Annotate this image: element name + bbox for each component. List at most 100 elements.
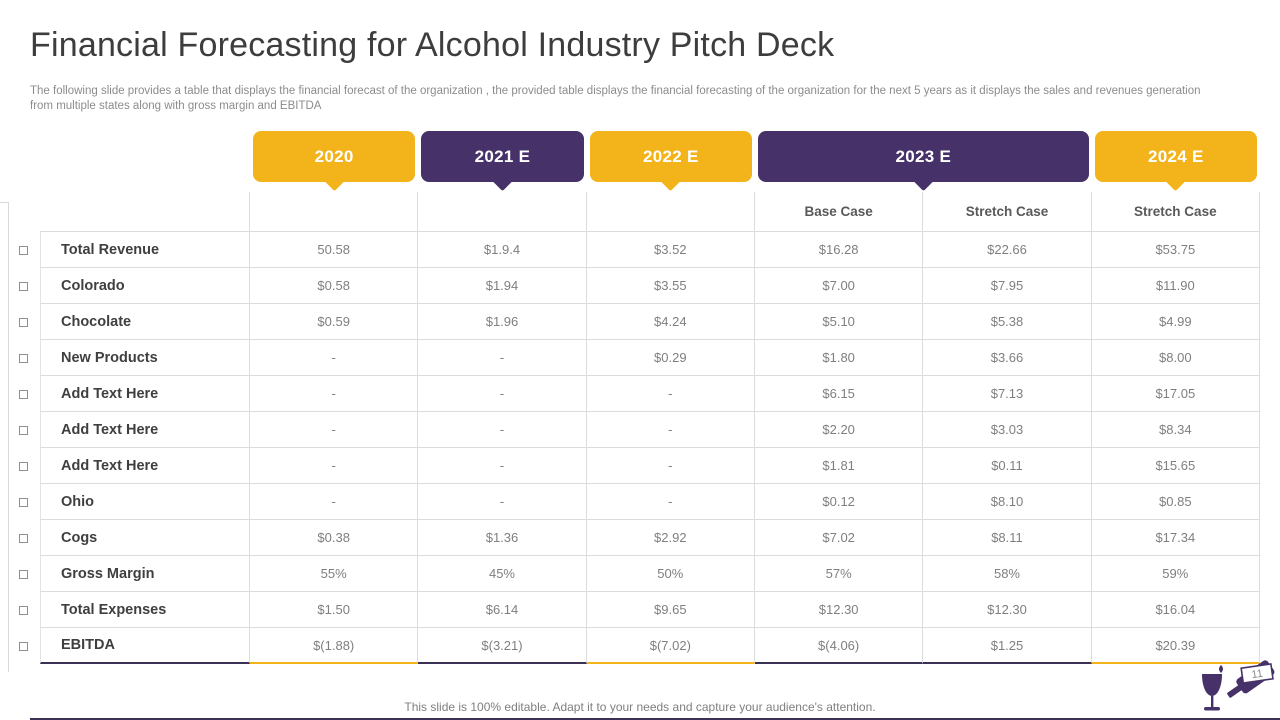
page-number: 11 [1251, 668, 1264, 681]
value-cell: $53.75 [1091, 232, 1260, 268]
row-bullet-slot [19, 592, 33, 628]
value-cell: 59% [1091, 556, 1260, 592]
value-cell: $7.13 [923, 376, 1092, 412]
value-cell: 55% [250, 556, 419, 592]
row-bullet-slot [19, 268, 33, 304]
row-label: Add Text Here [40, 448, 250, 484]
value-cell: 58% [923, 556, 1092, 592]
pour-drop [1219, 665, 1223, 673]
value-cell: $8.11 [923, 520, 1092, 556]
decor-line-vertical [8, 202, 9, 672]
value-cell: $1.25 [923, 628, 1092, 664]
year-chip-2022-e: 2022 E [589, 131, 752, 192]
value-cell: $6.15 [754, 376, 924, 412]
case-header: Stretch Case [923, 192, 1092, 232]
value-cell: $2.92 [586, 520, 755, 556]
value-cell: $8.00 [1091, 340, 1260, 376]
value-cell: - [586, 412, 755, 448]
decor-line-horizontal [0, 202, 9, 203]
value-cell: - [250, 340, 419, 376]
case-header-empty [40, 192, 250, 232]
year-chip-row: 2020 2021 E 2022 E 2023 E 2024 E [40, 131, 1260, 192]
year-chip-label: 2024 E [1147, 146, 1204, 166]
value-cell: $6.14 [418, 592, 587, 628]
value-cell: $17.34 [1091, 520, 1260, 556]
value-cell: $17.05 [1091, 376, 1260, 412]
row-bullet-square [19, 461, 28, 471]
value-cell: $(4.06) [754, 628, 924, 664]
row-label: Add Text Here [40, 376, 250, 412]
value-cell: $1.9.4 [418, 232, 587, 268]
case-header-empty [418, 192, 587, 232]
value-cell: $0.59 [250, 304, 419, 340]
value-cell: $0.11 [923, 448, 1092, 484]
value-cell: $7.02 [754, 520, 924, 556]
year-chip-2023-e: 2023 E [757, 131, 1089, 192]
row-bullet-square [19, 353, 28, 363]
row-bullet-slot [19, 484, 33, 520]
wine-pour-icon: 11 [1202, 660, 1275, 711]
value-cell: $9.65 [586, 592, 755, 628]
row-bullet-square [19, 569, 28, 579]
row-bullet-square [19, 245, 28, 255]
value-cell: $3.03 [923, 412, 1092, 448]
row-bullet-square [19, 533, 28, 543]
row-bullet-column [19, 232, 33, 664]
value-cell: $7.00 [754, 268, 924, 304]
value-cell: $0.12 [754, 484, 924, 520]
row-bullet-slot [19, 304, 33, 340]
case-header: Stretch Case [1091, 192, 1260, 232]
page-title: Financial Forecasting for Alcohol Indust… [30, 26, 835, 64]
chip-pointer [912, 169, 934, 192]
value-cell: 50.58 [250, 232, 419, 268]
row-bullet-slot [19, 556, 33, 592]
value-cell: - [586, 376, 755, 412]
slide-subtitle: The following slide provides a table tha… [30, 85, 1201, 113]
row-label: Colorado [40, 268, 250, 304]
year-chip-2020: 2020 [253, 131, 416, 192]
value-cell: 45% [418, 556, 587, 592]
row-label: Chocolate [40, 304, 250, 340]
value-cell: $(1.88) [250, 628, 419, 664]
value-cell: $22.66 [923, 232, 1092, 268]
value-cell: $0.85 [1091, 484, 1260, 520]
page-number-badge: 11 [1240, 663, 1274, 684]
value-cell: $(3.21) [418, 628, 587, 664]
year-chip-label: 2020 [314, 146, 354, 166]
row-bullet-square [19, 317, 28, 327]
value-cell: - [418, 448, 587, 484]
case-header-empty [250, 192, 419, 232]
row-bullet-slot [19, 520, 33, 556]
row-bullet-slot [19, 232, 33, 268]
value-cell: $16.28 [754, 232, 924, 268]
value-cell: $1.96 [418, 304, 587, 340]
row-bullet-slot [19, 628, 33, 664]
value-cell: - [250, 376, 419, 412]
value-cell: - [250, 412, 419, 448]
value-cell: $5.10 [754, 304, 924, 340]
value-cell: $3.52 [586, 232, 755, 268]
chip-pointer [323, 169, 345, 192]
value-cell: $12.30 [923, 592, 1092, 628]
value-cell: $1.36 [418, 520, 587, 556]
case-header: Base Case [754, 192, 924, 232]
case-header-empty [586, 192, 755, 232]
row-label: EBITDA [40, 628, 250, 664]
value-cell: $15.65 [1091, 448, 1260, 484]
value-cell: $1.50 [250, 592, 419, 628]
row-label: New Products [40, 340, 250, 376]
value-cell: $8.34 [1091, 412, 1260, 448]
value-cell: $8.10 [923, 484, 1092, 520]
value-cell: - [418, 376, 587, 412]
value-cell: $2.20 [754, 412, 924, 448]
value-cell: $1.81 [754, 448, 924, 484]
row-label: Total Expenses [40, 592, 250, 628]
year-chip-2024-e: 2024 E [1094, 131, 1257, 192]
value-cell: $3.66 [923, 340, 1092, 376]
value-cell: $7.95 [923, 268, 1092, 304]
row-bullet-slot [19, 412, 33, 448]
footer-note: This slide is 100% editable. Adapt it to… [404, 700, 876, 714]
row-bullet-square [19, 605, 28, 615]
value-cell: 57% [754, 556, 924, 592]
